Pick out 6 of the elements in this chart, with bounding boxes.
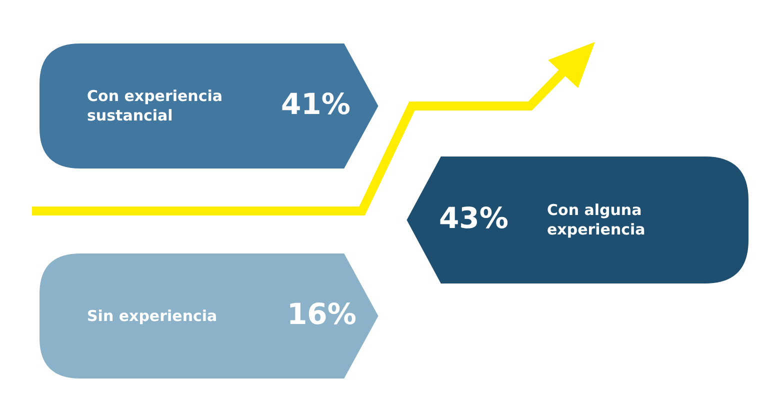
- data-label: 41%: [281, 87, 350, 121]
- category-label: Con experiencia sustancial: [87, 87, 223, 124]
- category-label: Sin experiencia: [87, 307, 218, 325]
- data-label: 16%: [287, 297, 356, 331]
- data-label: 43%: [439, 201, 508, 235]
- category-label: Con alguna experiencia: [547, 201, 646, 238]
